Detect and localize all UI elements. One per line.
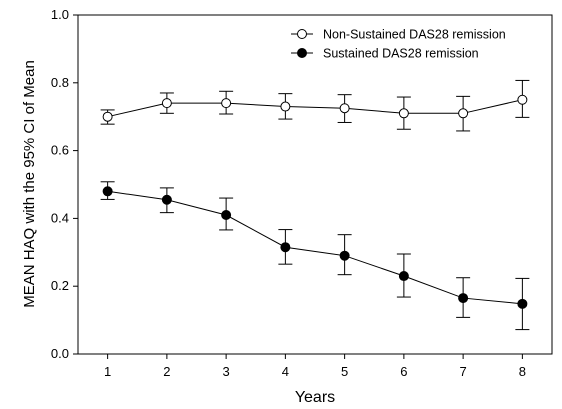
- y-tick-label: 1.0: [51, 7, 69, 22]
- x-tick-label: 6: [400, 364, 407, 379]
- data-point: [517, 298, 528, 309]
- data-point: [280, 242, 291, 253]
- y-tick-label: 0.2: [51, 278, 69, 293]
- x-tick-label: 3: [223, 364, 230, 379]
- legend: Non-Sustained DAS28 remission Sustained D…: [291, 28, 506, 61]
- plot-frame: [77, 14, 553, 355]
- y-tick-label: 0.4: [51, 210, 69, 225]
- axis-ticks: 0.0 0.2 0.4 0.6 0.8 1.0 1 2 3 4 5 6 7 8: [51, 7, 526, 379]
- y-tick-label: 0.0: [51, 346, 69, 361]
- data-point: [458, 293, 469, 304]
- x-tick-label: 2: [163, 364, 170, 379]
- x-axis-label: Years: [295, 389, 335, 406]
- data-point: [339, 103, 350, 114]
- data-point: [102, 186, 113, 197]
- y-tick-label: 0.6: [51, 143, 69, 158]
- x-tick-label: 5: [341, 364, 348, 379]
- data-point: [517, 94, 528, 105]
- data-point: [161, 98, 172, 109]
- data-point: [398, 271, 409, 282]
- legend-label: Sustained DAS28 remission: [323, 47, 479, 61]
- data-point: [339, 250, 350, 261]
- data-point: [221, 210, 232, 221]
- x-tick-label: 1: [104, 364, 111, 379]
- data-point: [458, 108, 469, 119]
- series-line: [107, 99, 523, 118]
- legend-marker: [297, 48, 307, 58]
- y-axis-label: MEAN HAQ with the 95% CI of Mean: [21, 60, 38, 308]
- x-tick-label: 7: [460, 364, 467, 379]
- data-point: [102, 111, 113, 122]
- series-2: [100, 181, 530, 331]
- series-line: [107, 190, 523, 305]
- x-tick-label: 4: [282, 364, 289, 379]
- series-1: [100, 79, 530, 132]
- legend-marker: [297, 29, 307, 39]
- legend-label: Non-Sustained DAS28 remission: [323, 28, 506, 42]
- data-point: [221, 98, 232, 109]
- x-tick-label: 8: [519, 364, 526, 379]
- y-tick-label: 0.8: [51, 75, 69, 90]
- data-point: [280, 101, 291, 112]
- data-point: [161, 194, 172, 205]
- series-layer: [100, 79, 530, 331]
- data-point: [398, 108, 409, 119]
